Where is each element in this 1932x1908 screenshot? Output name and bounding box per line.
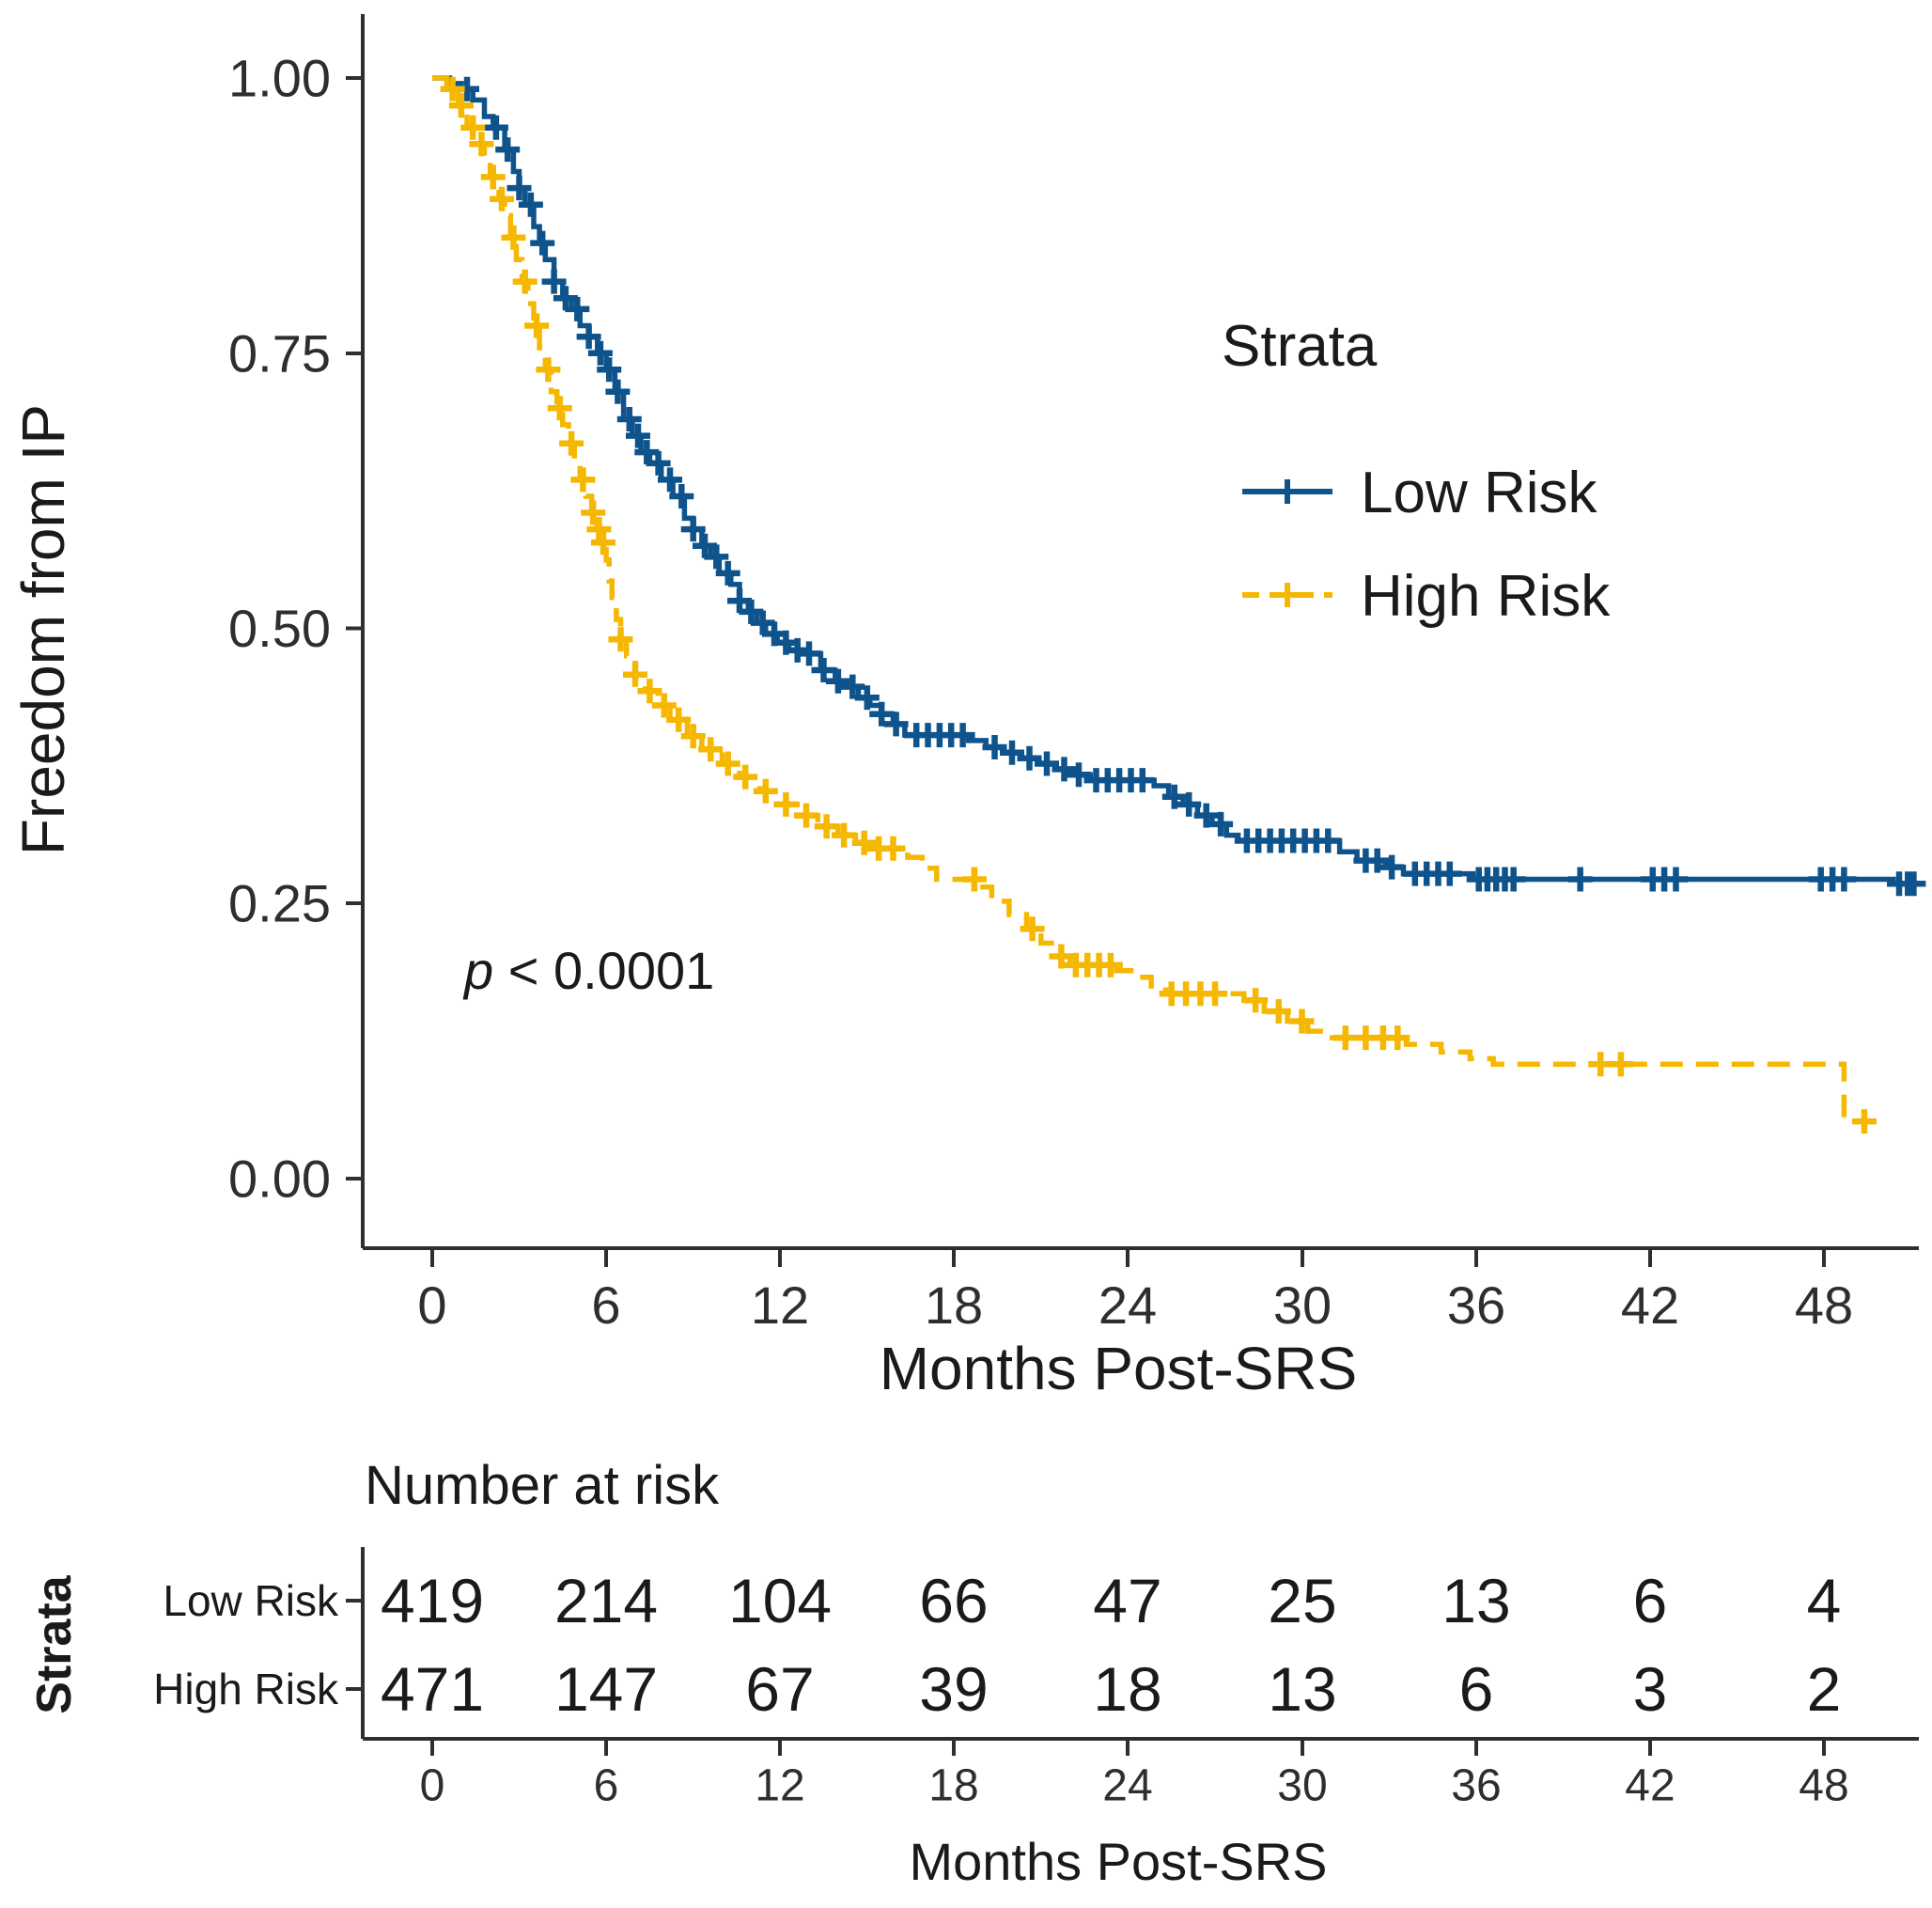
risk-count: 2 bbox=[1807, 1654, 1842, 1724]
x-tick-48: 48 bbox=[1795, 1275, 1853, 1335]
risk-table-x-tick-marks bbox=[430, 1739, 1826, 1756]
legend: Strata Low Risk High Risk bbox=[1222, 314, 1611, 629]
p-value-text: < 0.0001 bbox=[493, 941, 714, 1000]
rt-x-tick-24: 24 bbox=[1102, 1761, 1152, 1811]
x-tick-18: 18 bbox=[925, 1275, 983, 1335]
y-tick-0.25: 0.25 bbox=[228, 874, 331, 933]
legend-label-high-risk: High Risk bbox=[1361, 564, 1611, 629]
risk-count: 47 bbox=[1093, 1566, 1161, 1635]
y-tick-labels: 1.00 0.75 0.50 0.25 0.00 bbox=[228, 49, 331, 1209]
survival-curve-low-risk bbox=[432, 75, 1917, 886]
risk-table: Number at risk Strata Low Risk High Risk… bbox=[27, 1455, 1919, 1891]
legend-label-low-risk: Low Risk bbox=[1361, 461, 1598, 525]
rt-x-tick-30: 30 bbox=[1277, 1761, 1327, 1811]
y-tick-0.75: 0.75 bbox=[228, 324, 331, 383]
risk-table-x-tick-labels: 0 6 12 18 24 30 36 42 48 bbox=[420, 1761, 1849, 1811]
censor-marks-high-risk bbox=[440, 76, 1877, 1134]
p-value-symbol: p bbox=[462, 941, 493, 1000]
risk-count: 13 bbox=[1268, 1654, 1336, 1724]
rt-x-tick-0: 0 bbox=[420, 1761, 445, 1811]
legend-entry-high-risk: High Risk bbox=[1242, 564, 1611, 629]
risk-table-row-label-high-risk: High Risk bbox=[153, 1665, 339, 1713]
km-plot-panel: 1.00 0.75 0.50 0.25 0.00 0 6 12 18 24 30 bbox=[9, 14, 1926, 1402]
risk-count: 66 bbox=[919, 1566, 988, 1635]
x-tick-0: 0 bbox=[417, 1275, 446, 1335]
x-tick-36: 36 bbox=[1447, 1275, 1505, 1335]
risk-count: 104 bbox=[728, 1566, 832, 1635]
x-tick-marks bbox=[430, 1248, 1826, 1267]
x-tick-labels: 0 6 12 18 24 30 36 42 48 bbox=[417, 1275, 1853, 1335]
risk-count: 6 bbox=[1633, 1566, 1668, 1635]
rt-x-tick-18: 18 bbox=[928, 1761, 978, 1811]
x-tick-30: 30 bbox=[1273, 1275, 1332, 1335]
risk-count: 67 bbox=[745, 1654, 814, 1724]
risk-count: 4 bbox=[1807, 1566, 1842, 1635]
survival-curve-high-risk bbox=[432, 75, 1879, 1124]
x-tick-12: 12 bbox=[751, 1275, 809, 1335]
risk-count: 6 bbox=[1459, 1654, 1494, 1724]
rt-x-tick-42: 42 bbox=[1625, 1761, 1675, 1811]
y-tick-0.50: 0.50 bbox=[228, 599, 331, 658]
y-tick-1.00: 1.00 bbox=[228, 49, 331, 108]
legend-entry-low-risk: Low Risk bbox=[1242, 461, 1598, 525]
censor-marks-low-risk bbox=[455, 76, 1926, 897]
risk-table-row-ticks bbox=[346, 1599, 363, 1691]
legend-title: Strata bbox=[1222, 314, 1378, 379]
risk-count: 214 bbox=[554, 1566, 658, 1635]
x-tick-24: 24 bbox=[1098, 1275, 1157, 1335]
x-tick-6: 6 bbox=[591, 1275, 620, 1335]
rt-x-tick-48: 48 bbox=[1799, 1761, 1848, 1811]
risk-table-x-axis-title: Months Post-SRS bbox=[909, 1832, 1327, 1891]
risk-table-axis-title: Strata bbox=[27, 1574, 82, 1713]
x-tick-42: 42 bbox=[1621, 1275, 1679, 1335]
legend-key-censor-icon-low-risk bbox=[1275, 479, 1300, 504]
risk-table-row-high-risk: 471 147 67 39 18 13 6 3 2 bbox=[381, 1654, 1841, 1724]
legend-key-censor-icon-high-risk bbox=[1275, 583, 1300, 607]
y-tick-0.00: 0.00 bbox=[228, 1149, 331, 1209]
y-tick-marks bbox=[346, 76, 363, 1181]
p-value-annotation: p < 0.0001 bbox=[462, 941, 714, 1000]
risk-count: 3 bbox=[1633, 1654, 1668, 1724]
risk-table-row-low-risk: 419 214 104 66 47 25 13 6 4 bbox=[381, 1566, 1841, 1635]
risk-count: 18 bbox=[1093, 1654, 1161, 1724]
survival-curves bbox=[432, 75, 1926, 1134]
rt-x-tick-36: 36 bbox=[1451, 1761, 1501, 1811]
risk-count: 13 bbox=[1441, 1566, 1510, 1635]
rt-x-tick-6: 6 bbox=[594, 1761, 619, 1811]
risk-count: 25 bbox=[1268, 1566, 1336, 1635]
risk-count: 147 bbox=[554, 1654, 658, 1724]
risk-count: 39 bbox=[919, 1654, 988, 1724]
y-axis-title: Freedom from IP bbox=[9, 404, 77, 855]
rt-x-tick-12: 12 bbox=[755, 1761, 804, 1811]
risk-table-row-label-low-risk: Low Risk bbox=[163, 1576, 339, 1625]
risk-count: 419 bbox=[381, 1566, 484, 1635]
risk-table-title: Number at risk bbox=[365, 1455, 720, 1516]
risk-count: 471 bbox=[381, 1654, 484, 1724]
x-axis-title: Months Post-SRS bbox=[880, 1335, 1358, 1402]
